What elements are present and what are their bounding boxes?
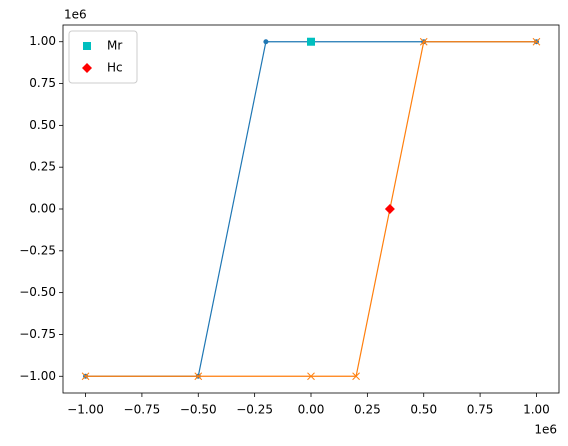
- legend-label: Mr: [107, 39, 122, 53]
- y-tick-label: −0.75: [19, 327, 56, 341]
- x-tick-label: −1.00: [67, 403, 104, 417]
- marker: [384, 204, 395, 214]
- marker: [307, 37, 315, 46]
- x-offset-label: 1e6: [534, 423, 557, 437]
- series-line: [85, 41, 537, 377]
- y-tick-label: 0.25: [29, 160, 56, 174]
- marker: [81, 372, 90, 381]
- y-tick-label: 0.00: [29, 202, 56, 216]
- x-tick-label: −0.50: [180, 403, 217, 417]
- y-tick-label: −0.25: [19, 243, 56, 257]
- x-tick-label: 0.75: [467, 403, 494, 417]
- marker: [307, 372, 315, 381]
- y-tick-label: 0.75: [29, 76, 56, 90]
- marker: [419, 37, 428, 46]
- x-tick-label: 1.00: [523, 403, 550, 417]
- plot-frame: [62, 24, 560, 394]
- y-tick-label: −0.50: [19, 285, 56, 299]
- y-tick-label: −1.00: [19, 369, 56, 383]
- legend-box: [68, 30, 138, 84]
- legend-marker: [82, 63, 92, 73]
- legend-label: Hc: [107, 61, 123, 75]
- x-tick-label: 0.50: [410, 403, 437, 417]
- y-offset-label: 1e6: [64, 8, 87, 22]
- marker: [194, 372, 203, 381]
- y-tick-label: 1.00: [29, 34, 56, 48]
- marker: [532, 37, 541, 46]
- legend-marker: [83, 42, 91, 50]
- y-tick-label: 0.50: [29, 118, 56, 132]
- marker: [263, 39, 269, 45]
- x-tick-label: 0.00: [298, 403, 325, 417]
- x-tick-label: −0.75: [124, 403, 161, 417]
- series-line: [85, 41, 537, 377]
- x-tick-label: 0.25: [354, 403, 381, 417]
- x-tick-label: −0.25: [236, 403, 273, 417]
- marker: [352, 372, 360, 381]
